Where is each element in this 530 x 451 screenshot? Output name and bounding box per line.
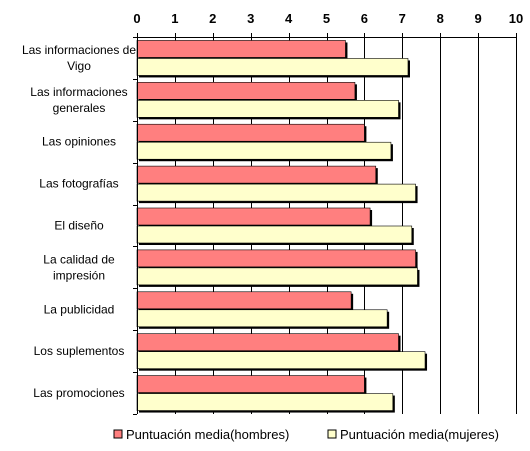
bar-mujeres-4 [136,225,413,244]
legend-swatch-hombres [113,429,123,439]
legend-label-mujeres: Puntuación media(mujeres) [340,427,499,442]
bar-hombres-8 [136,375,365,393]
bar-hombres-4 [136,207,371,226]
bar-mujeres-0 [136,58,409,76]
bar-hombres-1 [136,82,356,100]
x-tick-label-7: 7 [399,11,406,26]
bar-hombres-0 [136,40,346,58]
x-tick-label-8: 8 [437,11,444,26]
legend-label-hombres: Puntuación media(hombres) [126,427,289,442]
x-tick-label-0: 0 [133,11,140,26]
bars [136,40,428,413]
bar-hombres-5 [136,249,416,268]
category-label-3: Las fotografías [39,177,118,191]
category-label-2: Las opiniones [42,135,116,149]
x-tick-label-9: 9 [474,11,481,26]
bar-hombres-7 [136,333,399,351]
category-label-7: Los suplementos [34,344,125,358]
category-label-8: Las promociones [33,386,124,400]
category-label-4: El diseño [54,219,104,233]
legend: Puntuación media(hombres) Puntuación med… [113,427,499,442]
bar-mujeres-6 [136,309,388,328]
bar-mujeres-5 [136,267,418,286]
bar-hombres-2 [136,123,365,142]
x-tick-label-3: 3 [247,11,254,26]
x-tick-label-4: 4 [285,11,293,26]
x-tick-label-6: 6 [361,11,368,26]
category-label-1: Las informaciones generales [30,85,127,115]
bar-mujeres-8 [136,393,394,411]
category-label-6: La publicidad [44,302,115,316]
x-tick-label-5: 5 [323,11,330,26]
bar-mujeres-3 [136,183,416,202]
x-tick-label-2: 2 [209,11,216,26]
category-labels: Las informaciones de Vigo Las informacione… [22,43,136,400]
x-tick-labels: 0 1 2 3 4 5 6 7 8 9 10 [133,11,523,26]
bar-mujeres-1 [136,100,399,118]
category-label-0: Las informaciones de Vigo [22,43,136,73]
x-tick-label-1: 1 [171,11,178,26]
bar-hombres-6 [136,291,352,310]
legend-swatch-mujeres [327,429,337,439]
bar-mujeres-7 [136,351,426,369]
axes [133,33,517,415]
x-tick-label-10: 10 [509,11,523,26]
bar-hombres-3 [136,165,377,184]
bar-mujeres-2 [136,141,392,160]
category-label-5: La calidad de impresión [43,252,115,282]
